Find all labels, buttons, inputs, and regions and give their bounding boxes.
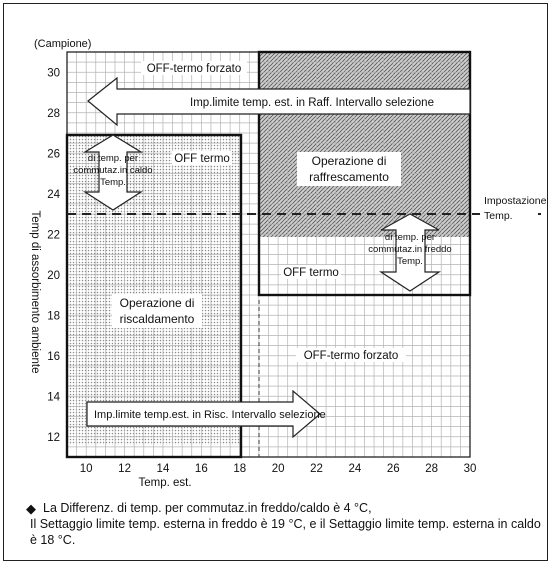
footnote-text-1: La Differenz. di temp. per commutaz.in f… [43, 501, 372, 515]
y-tick-label: 22 [47, 229, 60, 241]
cool-limit-arrow [87, 76, 471, 127]
footnote-line-1: ◆ La Differenz. di temp. per commutaz.in… [26, 500, 545, 516]
y-axis-label: Temp di assorbimento ambiente [29, 211, 41, 374]
heat-switch-line-1: di temp. per [88, 153, 138, 164]
off-termo-right-label: OFF termo [283, 267, 339, 279]
y-tick-label: 18 [47, 310, 60, 322]
sample-label: (Campione) [34, 38, 91, 50]
x-tick-label: 14 [157, 463, 170, 475]
off-termo-right-bg [281, 265, 341, 279]
off-termo-left-bg [172, 151, 232, 165]
heat-switch-line-3: Temp. [100, 177, 126, 188]
cool-switch-line-2: commutaz.in freddo [368, 244, 451, 255]
cool-limit-arrow-label: Imp.limite temp. est. in Raff. Intervall… [190, 97, 434, 109]
y-tick-label: 16 [47, 351, 60, 363]
diamond-bullet-icon: ◆ [26, 501, 36, 516]
heating-zone-outline [65, 133, 243, 459]
x-tick-label: 18 [233, 463, 246, 475]
cool-switch-line-3: Temp. [397, 256, 423, 267]
off-termo-left-label: OFF termo [174, 153, 230, 165]
cooling-operation-bg [297, 152, 401, 186]
y-tick-label: 14 [47, 391, 60, 403]
x-axis-label: Temp. est. [138, 477, 191, 489]
setting-temp-line-2: Temp. [484, 210, 513, 222]
x-tick-label: 16 [195, 463, 208, 475]
cool-switch-line-1: di temp. per [385, 232, 435, 243]
x-tick-label: 26 [387, 463, 400, 475]
heat-switch-line-2: commutaz.in caldo [73, 165, 152, 176]
cooling-zone-outline [257, 50, 472, 297]
footnote-text-2: Il Settaggio limite temp. esterna in fre… [30, 517, 541, 547]
cooling-operation-line-2: raffrescamento [309, 170, 389, 184]
footnote: ◆ La Differenz. di temp. per commutaz.in… [26, 500, 545, 548]
x-tick-label: 12 [118, 463, 131, 475]
figure-frame [3, 3, 548, 561]
off-forced-bottom-label: OFF-termo forzato [304, 350, 399, 362]
off-forced-bottom-bg [296, 348, 406, 362]
heating-region [67, 135, 241, 445]
y-tick-label: 28 [47, 108, 60, 120]
heat-switch-double-arrow [82, 134, 144, 211]
x-tick-labels: 10 12 14 16 18 20 22 24 26 28 30 [80, 463, 477, 475]
y-tick-label: 30 [47, 67, 60, 79]
x-tick-label: 10 [80, 463, 93, 475]
setting-temp-line-1: Impostazione [484, 195, 547, 207]
heat-limit-arrow-label: Imp.limite temp.est. in Risc. Intervallo… [94, 409, 326, 421]
setting-temp-bg [480, 193, 538, 225]
x-tick-label: 24 [348, 463, 361, 475]
y-tick-label: 26 [47, 148, 60, 160]
heating-operation-line-1: Operazione di [120, 296, 195, 310]
heating-operation-line-2: riscaldamento [120, 312, 195, 326]
y-tick-label: 20 [47, 270, 60, 282]
x-tick-label: 30 [464, 463, 477, 475]
off-forced-top-bg [141, 61, 247, 75]
cooling-operation-line-1: Operazione di [312, 154, 387, 168]
x-tick-label: 28 [425, 463, 438, 475]
y-tick-label: 12 [47, 432, 60, 444]
y-tick-label: 24 [47, 189, 60, 201]
heat-limit-arrow [86, 389, 321, 439]
y-tick-labels: 12 14 16 18 20 22 24 26 28 30 [47, 67, 60, 444]
cool-switch-double-arrow [378, 213, 442, 292]
x-tick-label: 22 [310, 463, 323, 475]
heating-operation-bg [112, 294, 202, 328]
x-tick-label: 20 [272, 463, 285, 475]
off-forced-top-label: OFF-termo forzato [147, 63, 242, 75]
